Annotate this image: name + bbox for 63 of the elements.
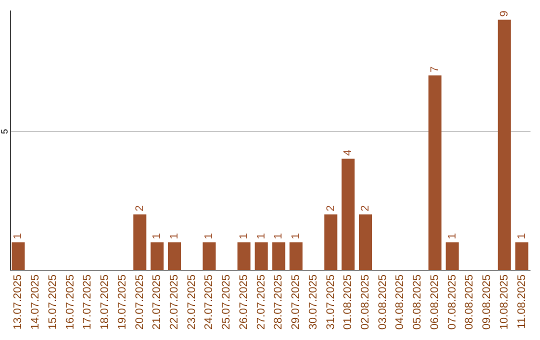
data-label: 1 [272,233,285,240]
bar [324,214,338,270]
x-tick-label: 29.07.2025 [290,274,302,330]
x-tick-label: 06.08.2025 [428,274,441,330]
data-label: 1 [446,233,458,240]
x-tick-label: 30.07.2025 [307,274,320,330]
data-label: 7 [428,66,441,72]
data-label: 1 [151,233,164,240]
x-tick-label: 18.07.2025 [99,274,112,330]
x-tick-label: 05.08.2025 [412,274,424,330]
data-label: 1 [168,233,181,240]
x-tick-label: 11.08.2025 [516,274,528,329]
bar [254,242,268,270]
data-label: 2 [134,205,146,212]
bar [498,20,511,270]
bar [428,75,442,270]
bar [515,242,528,270]
bar [12,242,25,270]
x-tick-label: 02.08.2025 [359,274,372,330]
bar [133,214,146,270]
x-tick-label: 25.07.2025 [220,274,233,330]
x-tick-label: 13.07.2025 [12,274,24,330]
data-label: 1 [238,233,250,240]
bar [290,242,303,270]
x-tick-label: 28.07.2025 [272,274,285,330]
y-tick-label: 5 [0,128,10,134]
bar [342,158,355,270]
bar [150,242,164,270]
data-label: 9 [498,10,510,17]
x-tick-label: 08.08.2025 [464,274,476,330]
x-tick-label: 03.08.2025 [376,274,389,330]
x-tick-label: 16.07.2025 [64,274,76,330]
x-tick-label: 10.08.2025 [498,274,510,330]
data-label: 1 [255,233,268,240]
bar [168,242,182,270]
bar [202,242,216,270]
data-label: 2 [359,205,372,212]
x-tick-label: 04.08.2025 [394,274,406,330]
data-label: 1 [12,233,24,240]
x-tick-label: 21.07.2025 [151,274,164,330]
x-tick-label: 17.07.2025 [82,274,94,330]
x-tick-label: 24.07.2025 [203,274,216,330]
x-tick-label: 09.08.2025 [481,274,494,330]
data-label: 1 [203,233,216,240]
x-tick-label: 01.08.2025 [342,274,354,330]
x-tick-label: 14.07.2025 [30,274,42,330]
bar [446,242,459,270]
x-tick-label: 26.07.2025 [238,274,250,330]
data-label: 4 [342,150,354,156]
x-tick-label: 27.07.2025 [255,274,268,330]
data-label: 1 [290,233,302,240]
x-tick-label: 20.07.2025 [134,274,146,330]
data-label: 2 [324,205,337,212]
data-label: 1 [516,233,528,240]
bar [272,242,286,270]
x-tick-label: 22.07.2025 [168,274,181,330]
x-tick-label: 31.07.2025 [324,274,337,330]
x-tick-label: 23.07.2025 [186,274,198,330]
x-tick-label: 07.08.2025 [446,274,458,330]
x-tick-label: 15.07.2025 [46,274,59,330]
bar [237,242,250,270]
bar [358,214,372,270]
x-tick-label: 19.07.2025 [116,274,128,330]
